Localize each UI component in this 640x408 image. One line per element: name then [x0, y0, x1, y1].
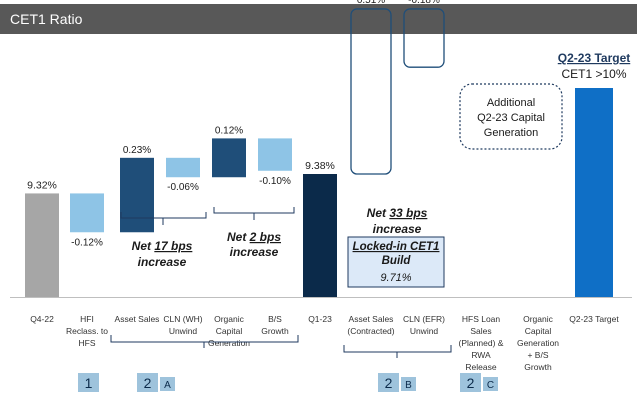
bar-organic-capital-generation	[212, 138, 246, 178]
footnote-tag-number: 2	[144, 375, 152, 391]
x-tick-label: Capital	[525, 326, 552, 336]
x-tick-label: Sales	[470, 326, 491, 336]
x-tick-label: + B/S	[527, 350, 548, 360]
x-tick-label: CLN (WH)	[163, 314, 202, 324]
data-label: -0.12%	[71, 237, 103, 248]
x-tick-label: Reclass. to	[66, 326, 108, 336]
bar-cln-efr-unwind	[403, 8, 445, 68]
x-tick-label: RWA	[471, 350, 491, 360]
bar-q1-23	[303, 174, 337, 297]
footnote-tag-number: 2	[467, 375, 475, 391]
additional-label-2: Q2-23 Capital	[477, 112, 545, 124]
additional-capital-box	[459, 83, 563, 150]
x-tick-label: CLN (EFR)	[403, 314, 445, 324]
locked-in-box	[347, 236, 445, 288]
x-tick-label: Organic	[523, 314, 554, 324]
data-label: 0.23%	[123, 145, 151, 156]
data-label: -0.06%	[167, 182, 199, 193]
footnote-tag-letter-box	[401, 377, 416, 391]
additional-label-3: Generation	[484, 127, 538, 139]
x-tick-label: Generation	[517, 338, 559, 348]
x-tick-label: HFS	[79, 338, 96, 348]
bottom-bracket-b	[343, 345, 452, 353]
x-tick-label: HFS Loan	[462, 314, 501, 324]
x-tick-label: Release	[465, 362, 496, 372]
bar-hfi-reclass-to-hfs	[70, 193, 104, 233]
bar-cln-wh-unwind	[166, 157, 200, 178]
net-2-suffix: increase	[230, 245, 279, 259]
net-17-suffix: increase	[138, 255, 187, 269]
bottom-bracket-a	[110, 335, 299, 343]
additional-label-1: Additional	[487, 97, 535, 109]
page-title: CET1 Ratio	[10, 11, 83, 27]
x-tick-label: (Planned) &	[459, 338, 504, 348]
x-tick-label: Unwind	[169, 326, 198, 336]
footnote-tag	[460, 373, 481, 392]
x-tick-label: B/S	[268, 314, 282, 324]
locked-in-value: 9.71%	[380, 272, 411, 284]
x-tick-label: Q4-22	[30, 314, 54, 324]
x-tick-label: Organic	[214, 314, 245, 324]
bar-q4-22	[25, 193, 59, 297]
title-bar: CET1 Ratio	[0, 4, 637, 34]
data-label: 0.12%	[215, 125, 243, 136]
x-tick-label: Growth	[261, 326, 289, 336]
data-label: 9.32%	[27, 179, 57, 191]
locked-in-title: Locked-in CET1	[353, 241, 440, 253]
net-17-label: Net 17 bps	[132, 239, 193, 253]
bar-b-s-growth	[258, 138, 292, 171]
net-33-label: Net 33 bps	[367, 206, 428, 220]
net-2-label: Net 2 bps	[227, 230, 281, 244]
x-tick-label: Q1-23	[308, 314, 332, 324]
footnote-tag	[137, 373, 158, 392]
data-label: -0.10%	[259, 176, 291, 187]
target-title: Q2-23 Target	[558, 51, 630, 65]
x-tick-label: HFI	[80, 314, 94, 324]
footnote-tag	[78, 373, 99, 392]
x-tick-label: Capital	[216, 326, 243, 336]
footnote-tag-number: 1	[85, 375, 93, 391]
target-subtitle: CET1 >10%	[561, 67, 626, 81]
bar-asset-sales	[120, 157, 154, 233]
data-label: 0.51%	[357, 0, 385, 6]
footnote-tag-letter: B	[405, 380, 412, 391]
footnote-tag-letter: C	[487, 380, 494, 391]
footnote-tag-letter-box	[160, 377, 175, 391]
x-tick-label: Unwind	[410, 326, 439, 336]
bar-q2-23-target	[575, 88, 613, 297]
bar-asset-sales-contracted-	[350, 8, 392, 175]
data-label: 9.38%	[305, 160, 335, 172]
footnote-tag	[378, 373, 399, 392]
x-tick-label: Generation	[208, 338, 250, 348]
x-tick-label: Q2-23 Target	[569, 314, 619, 324]
footnote-tag-number: 2	[385, 375, 393, 391]
footnote-tag-letter-box	[483, 377, 498, 391]
x-tick-label: Asset Sales	[115, 314, 160, 324]
bracket-net-2	[213, 207, 295, 214]
footnote-tag-letter: A	[164, 380, 171, 391]
locked-in-title-2: Build	[382, 255, 412, 267]
data-label: -0.18%	[408, 0, 440, 6]
x-tick-label: (Contracted)	[347, 326, 394, 336]
x-tick-label: Growth	[524, 362, 552, 372]
x-tick-label: Asset Sales	[349, 314, 394, 324]
net-33-suffix: increase	[373, 222, 422, 236]
